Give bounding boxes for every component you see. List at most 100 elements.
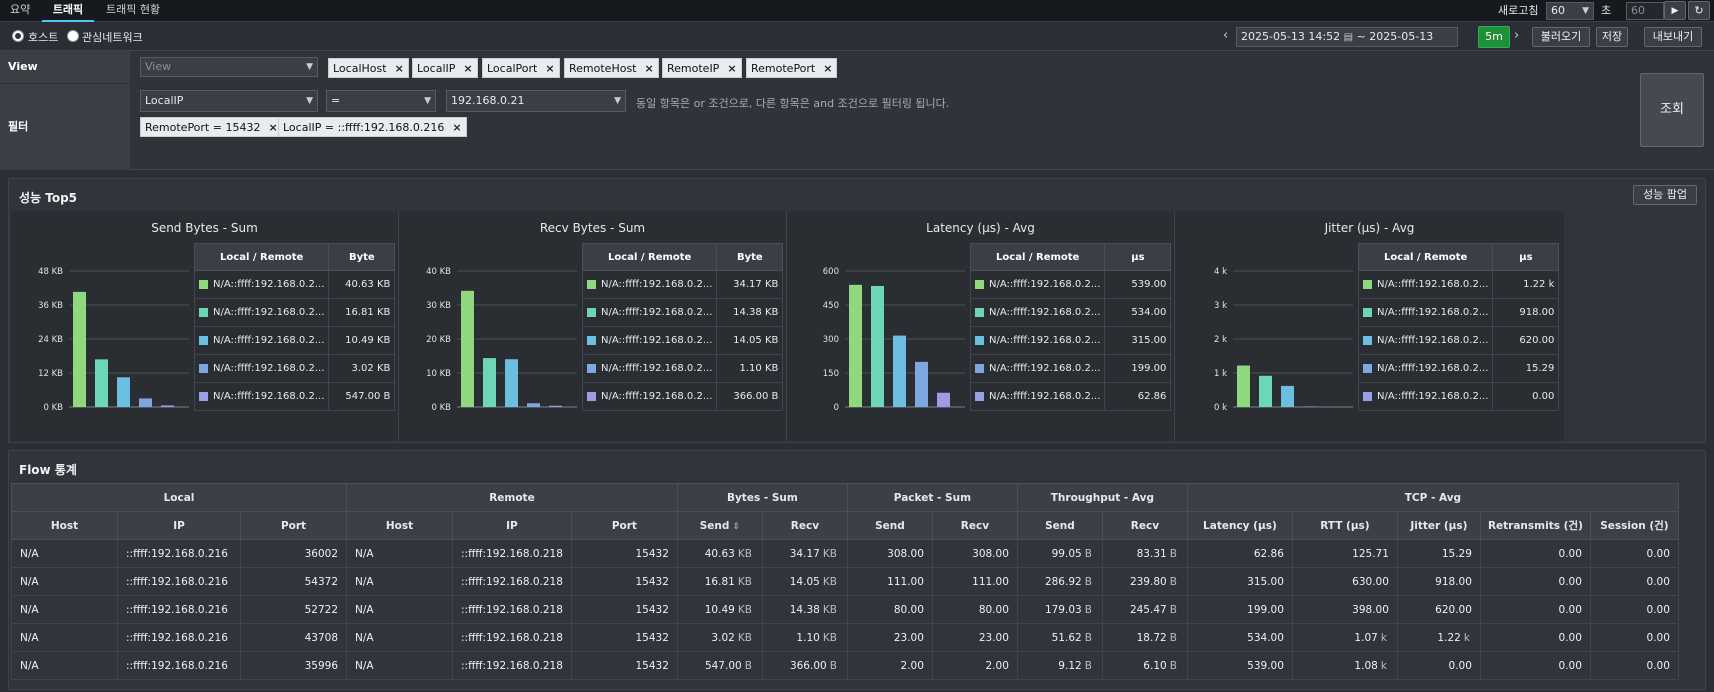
bar[interactable]	[117, 377, 130, 407]
bar[interactable]	[461, 290, 474, 407]
column-header[interactable]: Latency (µs)	[1186, 511, 1293, 540]
column-header[interactable]: Port	[240, 511, 347, 540]
bar[interactable]	[893, 335, 906, 407]
bar[interactable]	[1259, 375, 1272, 407]
top5-row[interactable]: N/A::ffff:192.168.0.2... 15.29	[1357, 354, 1560, 383]
column-header[interactable]: Retransmits (건)	[1479, 511, 1591, 540]
bar[interactable]	[505, 359, 518, 407]
bar[interactable]	[849, 284, 862, 407]
column-header[interactable]: Recv	[1101, 511, 1188, 540]
bar[interactable]	[937, 392, 950, 407]
close-icon[interactable]: ×	[727, 62, 737, 75]
bar[interactable]	[871, 285, 884, 407]
close-icon[interactable]: ×	[268, 121, 278, 134]
table-row[interactable]: N/A::ffff:192.168.0.216 52722 N/A::ffff:19…	[11, 595, 1679, 624]
top5-row[interactable]: N/A::ffff:192.168.0.2... 34.17 KB	[581, 270, 784, 299]
column-header[interactable]: Recv	[761, 511, 848, 540]
top5-row[interactable]: N/A::ffff:192.168.0.2... 1.22 k	[1357, 270, 1560, 299]
perf-popup-button[interactable]: 성능 팝업	[1633, 185, 1697, 205]
filter-field-select[interactable]: LocalIP ▼	[140, 90, 318, 112]
top5-row[interactable]: N/A::ffff:192.168.0.2... 0.00	[1357, 382, 1560, 411]
bar[interactable]	[73, 291, 86, 407]
top5-row[interactable]: N/A::ffff:192.168.0.2... 534.00	[969, 298, 1172, 327]
column-header[interactable]: IP	[117, 511, 241, 540]
column-header[interactable]: Recv	[931, 511, 1018, 540]
bar[interactable]	[549, 405, 562, 407]
tab-traffic[interactable]: 트래픽	[42, 0, 94, 22]
table-row[interactable]: N/A::ffff:192.168.0.216 54372 N/A::ffff:19…	[11, 567, 1679, 596]
range-5m-button[interactable]: 5m	[1478, 26, 1510, 48]
refresh-button[interactable]: ↻	[1688, 1, 1710, 20]
play-button[interactable]: ▶	[1664, 1, 1686, 20]
load-button[interactable]: 불러오기	[1532, 27, 1590, 47]
top5-row[interactable]: N/A::ffff:192.168.0.2... 547.00 B	[193, 382, 396, 411]
top5-row[interactable]: N/A::ffff:192.168.0.2... 16.81 KB	[193, 298, 396, 327]
sort-icon[interactable]: ⇕	[729, 521, 741, 532]
top5-row[interactable]: N/A::ffff:192.168.0.2... 3.02 KB	[193, 354, 396, 383]
prev-time-icon[interactable]: ‹	[1223, 28, 1229, 43]
tab-summary[interactable]: 요약	[10, 3, 31, 16]
top5-row[interactable]: N/A::ffff:192.168.0.2... 40.63 KB	[193, 270, 396, 299]
view-chip-remoteport[interactable]: RemotePort ×	[746, 58, 838, 78]
filter-operator-select[interactable]: = ▼	[326, 90, 436, 112]
bar[interactable]	[915, 361, 928, 407]
top5-row[interactable]: N/A::ffff:192.168.0.2... 10.49 KB	[193, 326, 396, 355]
top5-row[interactable]: N/A::ffff:192.168.0.2... 1.10 KB	[581, 354, 784, 383]
column-header[interactable]: Host	[11, 511, 118, 540]
refresh-interval-select[interactable]: 60 ▼	[1546, 2, 1594, 20]
column-header[interactable]: Session (건)	[1589, 511, 1679, 540]
top5-row[interactable]: N/A::ffff:192.168.0.2... 14.05 KB	[581, 326, 784, 355]
top5-row[interactable]: N/A::ffff:192.168.0.2... 62.86	[969, 382, 1172, 411]
column-header[interactable]: Jitter (µs)	[1396, 511, 1481, 540]
network-radio[interactable]	[67, 30, 79, 42]
table-row[interactable]: N/A::ffff:192.168.0.216 36002 N/A::ffff:19…	[11, 539, 1679, 568]
bar[interactable]	[527, 403, 540, 407]
column-header[interactable]: Host	[346, 511, 453, 540]
column-header[interactable]: IP	[452, 511, 572, 540]
top5-row[interactable]: N/A::ffff:192.168.0.2... 14.38 KB	[581, 298, 784, 327]
column-header[interactable]: Send ⇕	[676, 511, 763, 540]
close-icon[interactable]: ×	[463, 62, 473, 75]
view-chip-remoteip[interactable]: RemoteIP ×	[662, 58, 742, 78]
top5-row[interactable]: N/A::ffff:192.168.0.2... 620.00	[1357, 326, 1560, 355]
host-radio[interactable]	[12, 30, 24, 42]
table-cell: 80.00	[846, 595, 933, 624]
view-chip-localip[interactable]: LocalIP ×	[412, 58, 478, 78]
filter-chip-localip[interactable]: LocalIP = ::ffff:192.168.0.216 ×	[278, 117, 467, 137]
tab-traffic-status[interactable]: 트래픽 현황	[106, 3, 161, 16]
query-button[interactable]: 조회	[1640, 73, 1704, 147]
time-range-picker[interactable]: 2025-05-13 14:52 ▤ ~ 2025-05-13 14:57 ▤	[1236, 27, 1458, 62]
export-button[interactable]: 내보내기	[1644, 27, 1702, 47]
column-header[interactable]: RTT (µs)	[1291, 511, 1398, 540]
bar[interactable]	[95, 359, 108, 407]
top5-row[interactable]: N/A::ffff:192.168.0.2... 199.00	[969, 354, 1172, 383]
filter-chip-remoteport[interactable]: RemotePort = 15432 ×	[140, 117, 283, 137]
bar[interactable]	[1237, 365, 1250, 407]
view-chip-remotehost[interactable]: RemoteHost ×	[564, 58, 659, 78]
view-chip-localport[interactable]: LocalPort ×	[482, 58, 560, 78]
column-header[interactable]: Port	[570, 511, 678, 540]
column-header[interactable]: Send	[846, 511, 933, 540]
save-button[interactable]: 저장	[1596, 27, 1628, 47]
view-chip-localhost[interactable]: LocalHost ×	[328, 58, 409, 78]
close-icon[interactable]: ×	[394, 62, 404, 75]
top5-row[interactable]: N/A::ffff:192.168.0.2... 918.00	[1357, 298, 1560, 327]
close-icon[interactable]: ×	[644, 62, 654, 75]
table-row[interactable]: N/A::ffff:192.168.0.216 43708 N/A::ffff:19…	[11, 623, 1679, 652]
top5-row[interactable]: N/A::ffff:192.168.0.2... 539.00	[969, 270, 1172, 299]
bar[interactable]	[1303, 406, 1316, 407]
bar[interactable]	[483, 358, 496, 407]
top5-row[interactable]: N/A::ffff:192.168.0.2... 315.00	[969, 326, 1172, 355]
close-icon[interactable]: ×	[545, 62, 555, 75]
column-header[interactable]: Send	[1016, 511, 1103, 540]
bar[interactable]	[139, 398, 152, 407]
close-icon[interactable]: ×	[452, 121, 462, 134]
filter-value-select[interactable]: 192.168.0.21 ▼	[446, 90, 626, 112]
close-icon[interactable]: ×	[823, 62, 833, 75]
bar[interactable]	[1281, 385, 1294, 407]
view-select[interactable]: View ▼	[140, 57, 318, 77]
table-row[interactable]: N/A::ffff:192.168.0.216 35996 N/A::ffff:19…	[11, 651, 1679, 680]
bar[interactable]	[161, 405, 174, 407]
top5-row[interactable]: N/A::ffff:192.168.0.2... 366.00 B	[581, 382, 784, 411]
next-time-icon[interactable]: ›	[1514, 28, 1520, 43]
